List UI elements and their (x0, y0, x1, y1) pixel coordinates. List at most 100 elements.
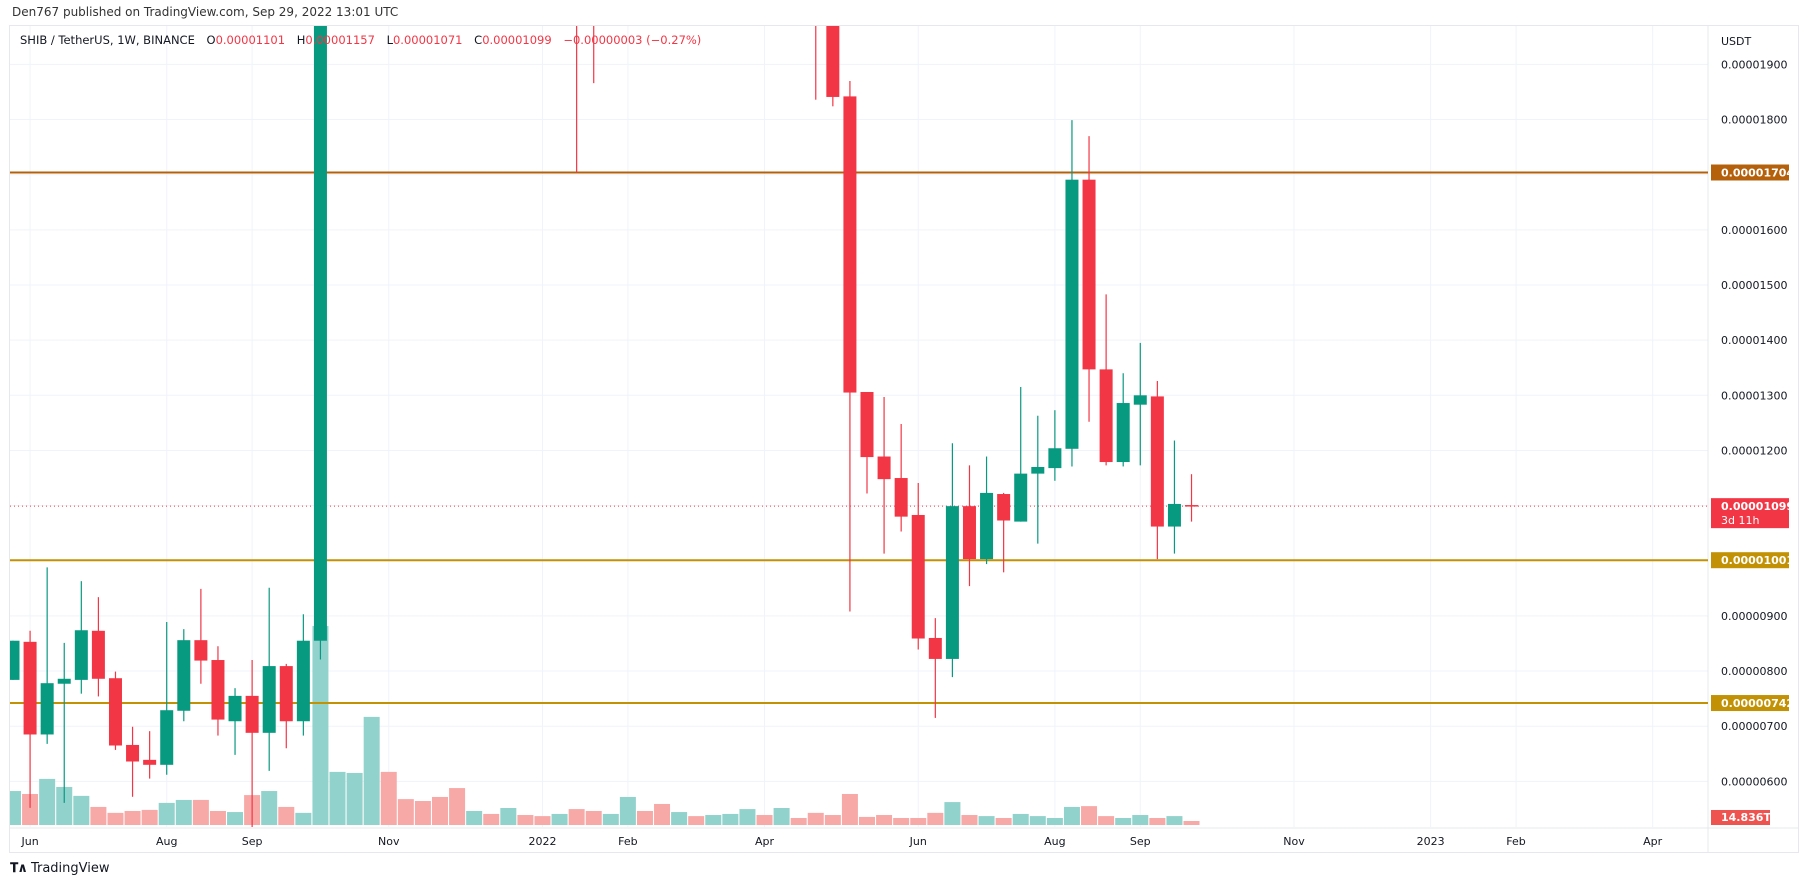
volume-bar (517, 815, 534, 825)
price-axis[interactable]: USDT 0.00001900 0.00001800 0.00001600 0.000… (1721, 35, 1787, 788)
volume-bar (722, 813, 739, 825)
volume-bar (1132, 815, 1149, 825)
candle-body (40, 683, 54, 735)
footer-brand[interactable]: TradingView (30, 861, 110, 876)
high-label: H (296, 33, 306, 47)
candle-body (194, 640, 208, 661)
candle-body (313, 26, 327, 641)
time-tick: Nov (378, 835, 400, 848)
high-value: 0.00001157 (305, 33, 375, 47)
publish-line: Den767 published on TradingView.com, Sep… (12, 5, 399, 19)
time-tick: Sep (242, 835, 263, 848)
volume-bar (551, 813, 568, 825)
volume-bar (414, 801, 431, 825)
candle-body (160, 710, 174, 765)
volume-bar (295, 812, 312, 825)
volume-bar (22, 793, 39, 825)
symbol-title[interactable]: SHIB / TetherUS, 1W, BINANCE (20, 33, 195, 47)
candle-body (826, 26, 840, 97)
time-tick: Aug (156, 835, 177, 848)
volume-bar (978, 816, 995, 825)
candle-body (23, 641, 37, 735)
candles (10, 26, 1199, 827)
price-tick: 0.00000600 (1721, 775, 1787, 788)
volume-bar (602, 813, 619, 825)
volume-bar (688, 816, 705, 825)
open-value: 0.00001101 (215, 33, 286, 47)
price-tick: 0.00000900 (1721, 610, 1787, 623)
volume-bar (893, 817, 910, 825)
time-tick: Sep (1130, 835, 1151, 848)
time-tick: Apr (755, 835, 775, 848)
candle-body (74, 630, 88, 680)
volume-bar (56, 786, 73, 825)
volume-bar (1012, 813, 1029, 825)
volume-bar (824, 815, 841, 825)
candle-body (1150, 396, 1164, 527)
candle-body (1031, 467, 1045, 474)
volume-bars (10, 626, 1200, 825)
candle-body (296, 640, 310, 722)
volume-bar (671, 812, 688, 825)
candle-body (843, 96, 857, 393)
time-tick: 2022 (528, 835, 556, 848)
candle-body (143, 759, 157, 765)
candle-body (1116, 403, 1130, 463)
candle-body (228, 695, 242, 722)
last-price-box (1711, 498, 1789, 529)
candle-body (1167, 503, 1181, 527)
candle-body (911, 514, 925, 639)
symbol-legend: SHIB / TetherUS, 1W, BINANCE O0.00001101… (20, 33, 701, 47)
time-tick: Aug (1044, 835, 1065, 848)
candle-body (894, 478, 908, 517)
countdown-label: 3d 11h (1721, 514, 1759, 527)
volume-bar (141, 809, 158, 825)
volume-bar (859, 816, 875, 825)
grid-lines (10, 26, 1799, 853)
candle-body (962, 506, 976, 560)
volume-bar (209, 810, 226, 825)
tradingview-logo-icon[interactable]: 𝐓∧ (10, 861, 28, 876)
price-tick: 0.00001500 (1721, 279, 1787, 292)
volume-bar (1166, 816, 1183, 825)
candle-body (126, 744, 140, 762)
time-tick: Jun (20, 835, 38, 848)
time-tick: Nov (1283, 835, 1305, 848)
volume-bar (227, 812, 244, 825)
volume-bar (10, 791, 21, 825)
volume-bar (1046, 817, 1063, 825)
currency-label: USDT (1721, 35, 1752, 48)
volume-bar (1098, 816, 1115, 825)
volume-bar (773, 808, 790, 825)
volume-bar (739, 809, 756, 825)
volume-bar (1063, 806, 1080, 825)
volume-bar (90, 806, 107, 825)
volume-bar (995, 817, 1012, 825)
chart-frame (9, 25, 1799, 853)
time-axis[interactable]: Jun Aug Sep Nov 2022 Feb Apr Jun Aug Sep Nov 2023 Fe… (20, 835, 1662, 848)
level-label-box (1711, 552, 1789, 569)
change-value: −0.00000003 (−0.27%) (563, 33, 702, 47)
candle-body (1099, 369, 1113, 463)
price-tick: 0.00001300 (1721, 389, 1787, 402)
candle-body (945, 506, 959, 659)
candle-body (262, 666, 276, 733)
close-value: 0.00001099 (482, 33, 552, 47)
price-tick: 0.00001600 (1721, 224, 1787, 237)
volume-bar (705, 815, 722, 825)
volume-bar (619, 796, 636, 825)
volume-bar (1081, 806, 1098, 825)
time-tick: Apr (1643, 835, 1663, 848)
price-tick: 0.00001800 (1721, 114, 1787, 127)
volume-bar (961, 815, 978, 825)
candle-body (1065, 179, 1079, 449)
time-tick: Feb (1506, 835, 1525, 848)
time-tick: 2023 (1417, 835, 1445, 848)
volume-bar (363, 716, 380, 825)
candle-body (877, 456, 891, 480)
volume-bar (1149, 817, 1166, 825)
volume-bar (807, 812, 824, 825)
volume-bar (876, 815, 893, 825)
open-label: O (206, 33, 216, 47)
